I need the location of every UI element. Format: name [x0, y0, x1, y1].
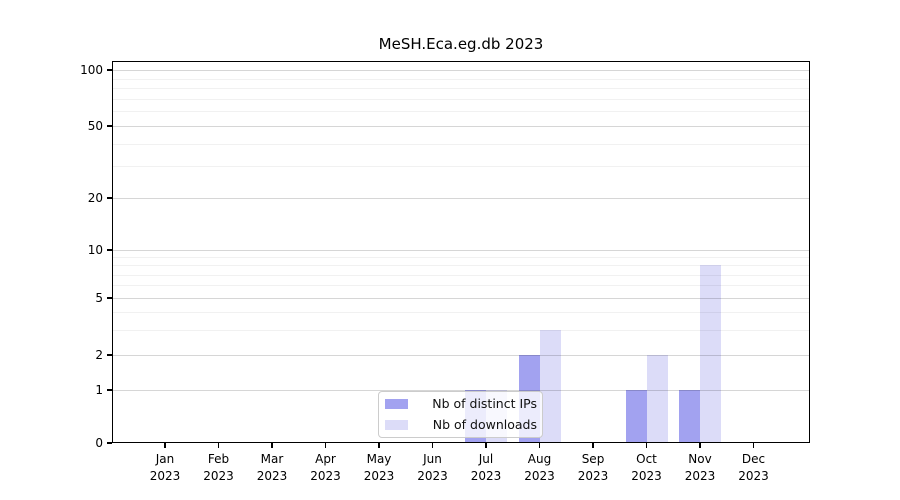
y-tick-label: 50 — [87, 119, 103, 133]
x-tick-label: Jun 2023 — [417, 452, 448, 483]
y-tick-label: 20 — [87, 191, 103, 205]
x-tick-mark — [378, 443, 380, 448]
y-tick-label: 10 — [87, 243, 103, 257]
minor-gridline — [113, 285, 809, 287]
minor-gridline — [113, 78, 809, 80]
x-tick-label: Nov 2023 — [684, 452, 716, 483]
major-gridline — [113, 355, 809, 356]
bar-downloads-aug — [539, 329, 561, 443]
minor-gridline — [113, 329, 809, 331]
x-tick-mark — [752, 443, 755, 448]
legend-entry-downloads: Nb of downloads — [385, 417, 537, 434]
y-tick-mark — [107, 197, 112, 199]
y-tick-mark — [107, 69, 112, 71]
y-tick-label: 1 — [95, 383, 103, 397]
major-gridline — [113, 126, 809, 127]
y-tick-label: 2 — [95, 348, 103, 362]
y-tick-label: 0 — [95, 436, 103, 450]
minor-gridline — [113, 166, 809, 168]
x-tick-mark — [217, 443, 220, 448]
x-tick-mark — [485, 443, 487, 448]
minor-gridline — [113, 143, 809, 145]
x-tick-label: Mar 2023 — [256, 452, 288, 483]
bar-downloads-nov — [700, 265, 721, 443]
chart-title: MeSH.Eca.eg.db 2023 — [378, 35, 544, 53]
legend: Nb of distinct IPs Nb of downloads — [378, 391, 543, 438]
x-tick-label: May 2023 — [363, 452, 395, 483]
x-tick-mark — [271, 443, 273, 448]
major-gridline — [113, 298, 809, 299]
major-gridline — [113, 390, 809, 391]
x-tick-mark — [538, 443, 541, 448]
legend-swatch-downloads — [385, 419, 408, 430]
bar-distinct-ips-oct — [625, 390, 647, 443]
x-tick-mark — [592, 443, 594, 448]
bar-downloads-oct — [646, 355, 668, 443]
x-tick-label: Feb 2023 — [203, 452, 234, 483]
x-tick-mark — [645, 443, 648, 448]
legend-label-distinct-ips: Nb of distinct IPs — [432, 396, 537, 412]
x-tick-mark — [699, 443, 701, 448]
x-tick-label: Oct 2023 — [631, 452, 662, 483]
y-tick-mark — [107, 297, 112, 299]
minor-gridline — [113, 98, 809, 100]
y-tick-mark — [107, 442, 112, 444]
x-tick-label: Aug 2023 — [524, 452, 555, 483]
minor-gridline — [113, 311, 809, 313]
minor-gridline — [113, 265, 809, 267]
minor-gridline — [113, 88, 809, 90]
x-tick-mark — [431, 443, 434, 448]
x-tick-label: Apr 2023 — [310, 452, 341, 483]
x-tick-label: Dec 2023 — [738, 452, 769, 483]
legend-label-downloads: Nb of downloads — [432, 416, 537, 432]
minor-gridline — [113, 274, 809, 276]
y-tick-label: 100 — [80, 63, 103, 77]
y-tick-mark — [107, 125, 112, 127]
y-tick-mark — [107, 389, 112, 391]
minor-gridline — [113, 111, 809, 113]
major-gridline — [113, 198, 809, 199]
major-gridline — [113, 250, 809, 251]
y-tick-mark — [107, 354, 112, 356]
y-tick-mark — [107, 249, 112, 251]
x-tick-mark — [324, 443, 327, 448]
x-tick-label: Jul 2023 — [470, 452, 502, 483]
major-gridline — [113, 70, 809, 71]
x-tick-mark — [164, 443, 166, 448]
y-tick-label: 5 — [95, 291, 103, 305]
minor-gridline — [113, 257, 809, 259]
legend-entry-distinct-ips: Nb of distinct IPs — [385, 396, 537, 413]
x-tick-label: Sep 2023 — [577, 452, 609, 483]
bar-distinct-ips-nov — [679, 390, 700, 443]
legend-swatch-distinct-ips — [385, 399, 408, 410]
x-tick-label: Jan 2023 — [149, 452, 181, 483]
